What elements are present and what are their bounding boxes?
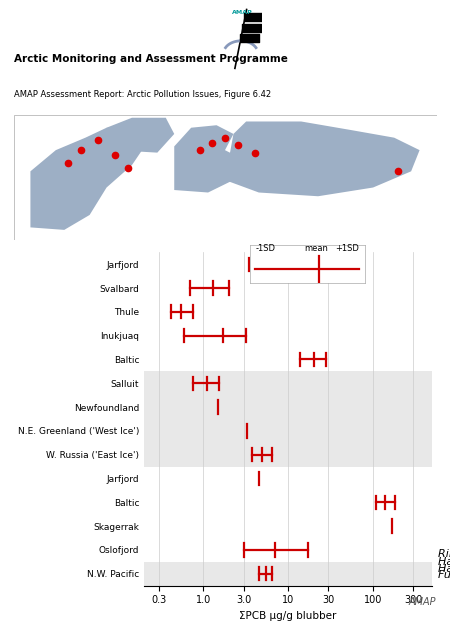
Text: Arctic Monitoring and Assessment Programme: Arctic Monitoring and Assessment Program…	[14, 54, 288, 64]
Text: Harbour seal: Harbour seal	[438, 564, 450, 574]
Bar	[144, 371, 432, 467]
Text: Harp seal: Harp seal	[438, 557, 450, 567]
Text: AMAP: AMAP	[232, 10, 252, 16]
X-axis label: ΣPCB μg/g blubber: ΣPCB μg/g blubber	[239, 611, 337, 621]
Bar	[144, 562, 432, 586]
Text: mean: mean	[304, 244, 328, 252]
Polygon shape	[225, 121, 419, 196]
Text: Fur seal: Fur seal	[438, 569, 450, 579]
Text: +1SD: +1SD	[335, 244, 359, 252]
Bar	[144, 467, 432, 562]
Polygon shape	[107, 118, 174, 153]
Polygon shape	[174, 125, 242, 193]
Polygon shape	[31, 128, 144, 230]
Text: AMAP: AMAP	[409, 597, 436, 607]
Bar	[144, 252, 432, 371]
Text: Ringed seal: Ringed seal	[438, 549, 450, 559]
Text: -1SD: -1SD	[256, 244, 275, 252]
Text: AMAP Assessment Report: Arctic Pollution Issues, Figure 6.42: AMAP Assessment Report: Arctic Pollution…	[14, 90, 270, 98]
